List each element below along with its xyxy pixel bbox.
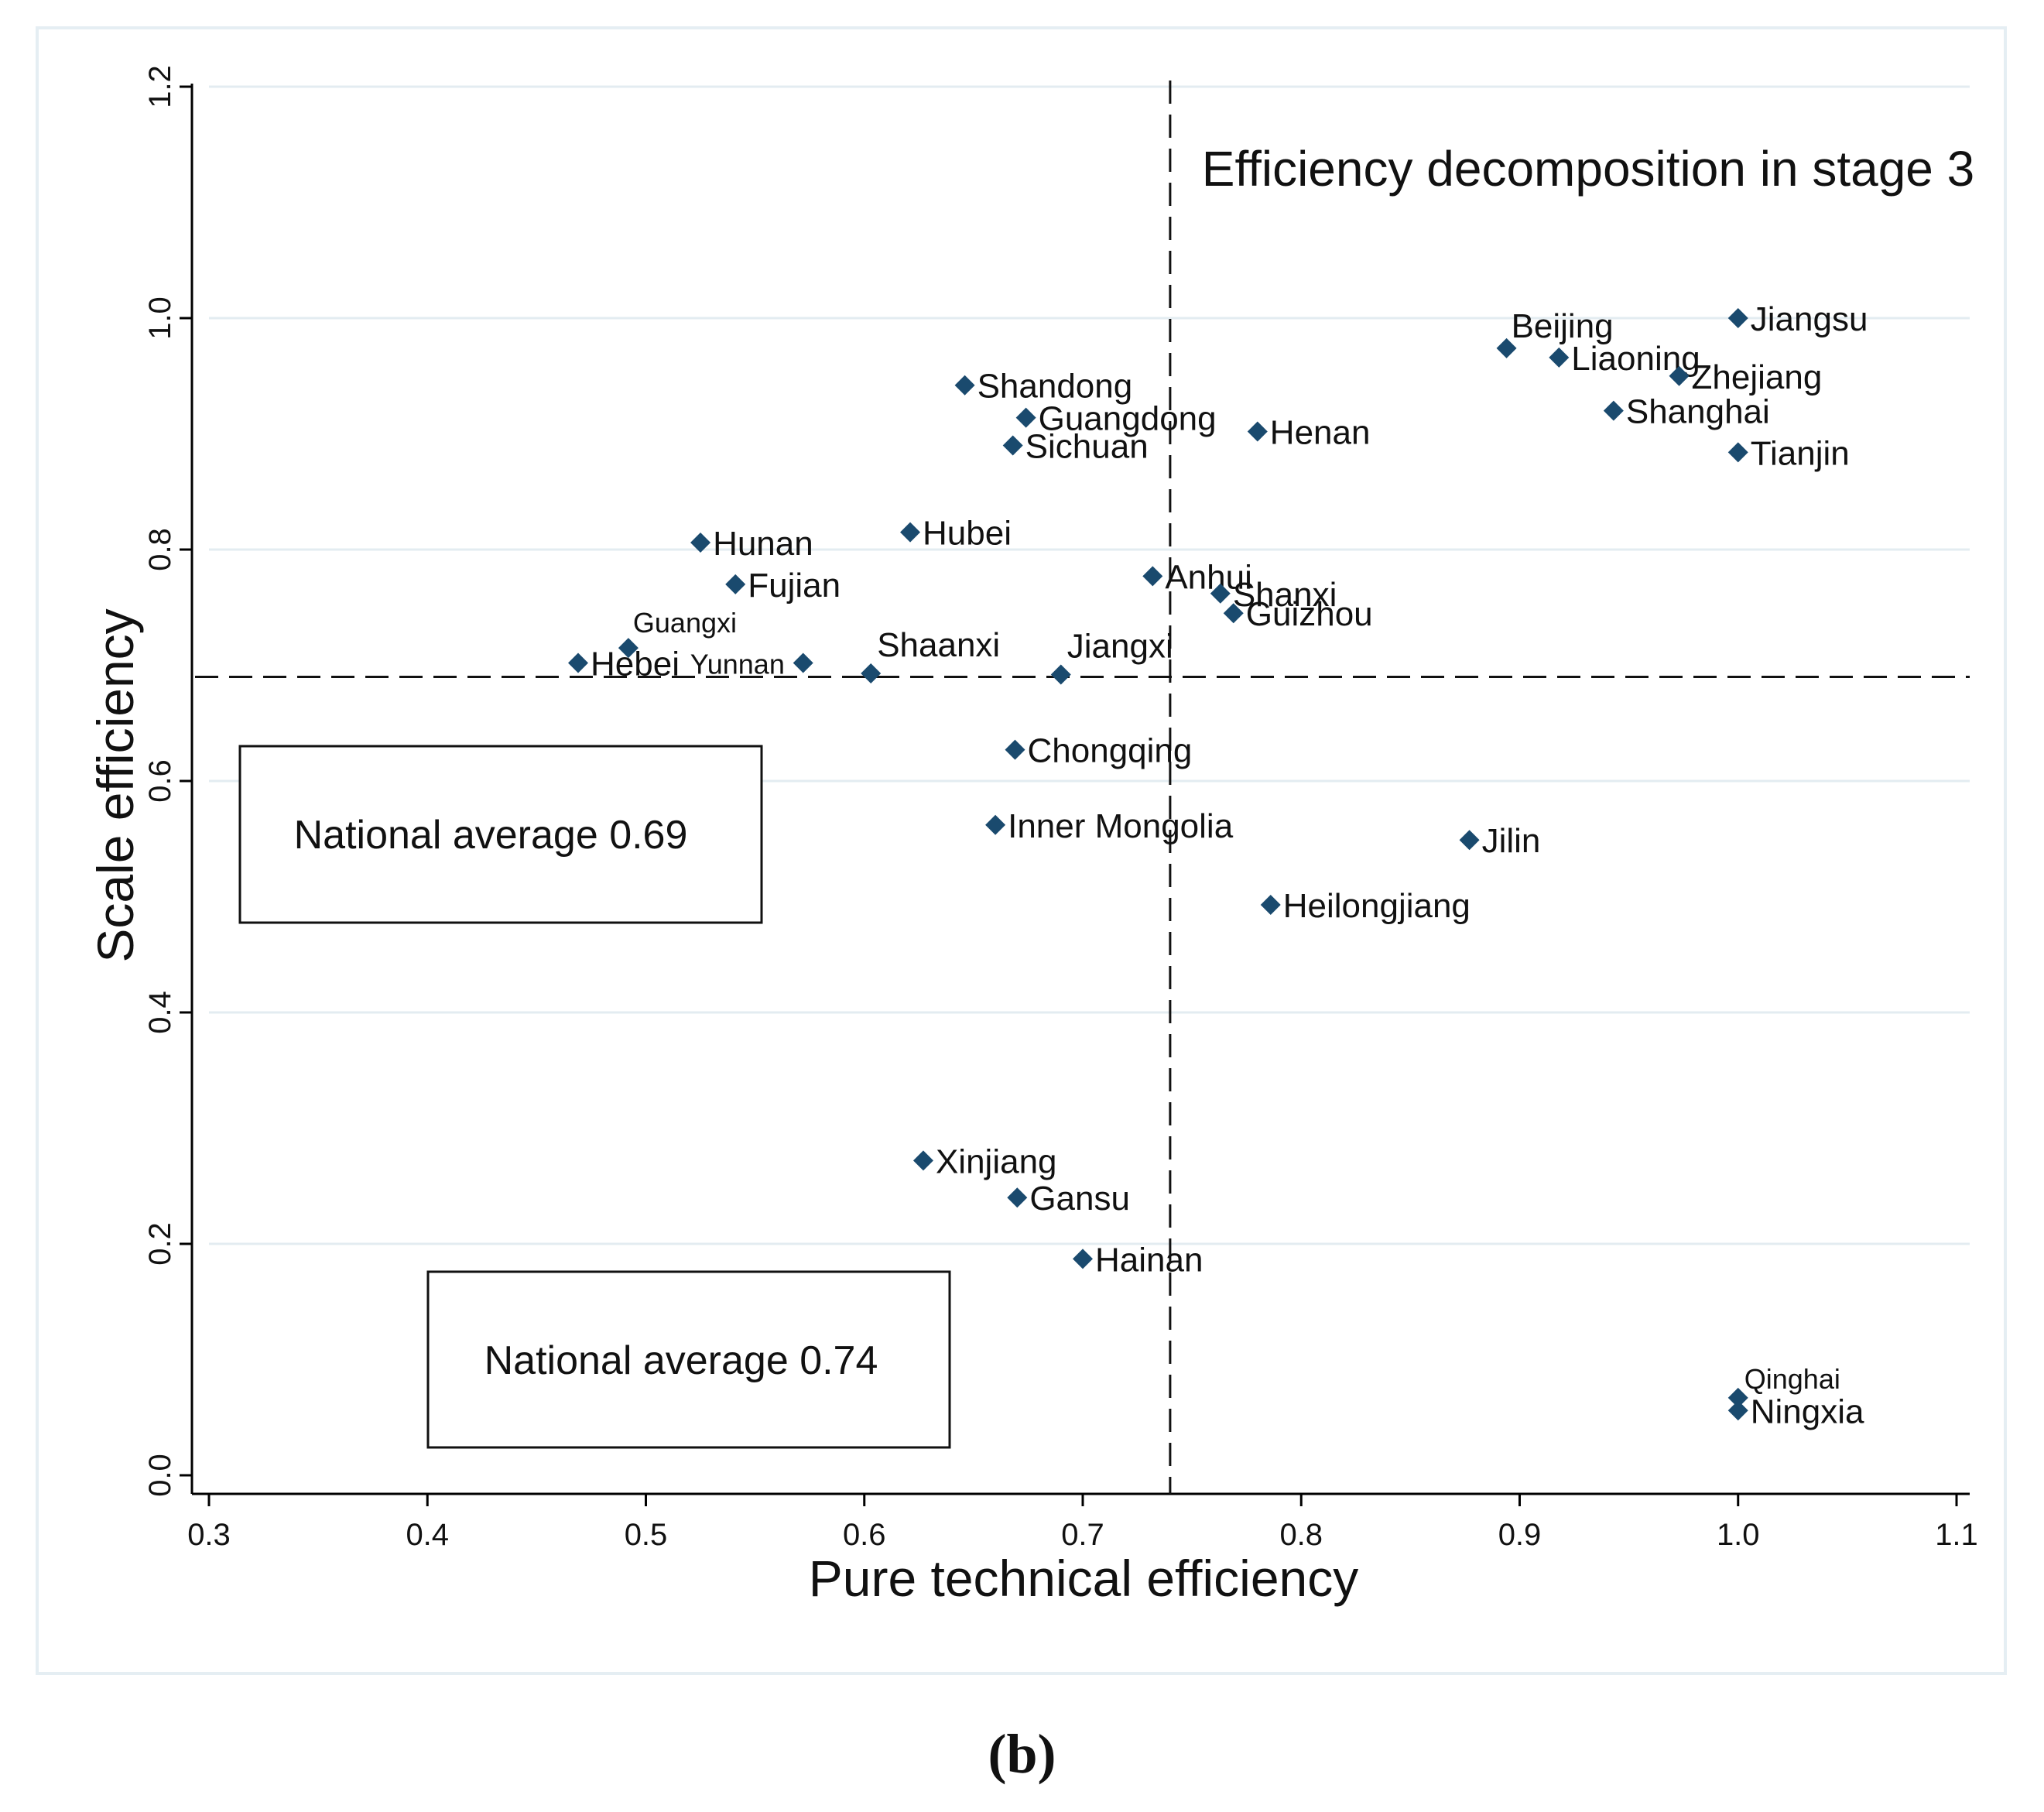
data-point-label: Heilongjiang <box>1283 887 1471 925</box>
x-tick-label: 0.7 <box>1061 1518 1104 1552</box>
data-point-label: Gansu <box>1029 1180 1130 1218</box>
data-point <box>1002 435 1023 456</box>
x-axis-title: Pure technical efficiency <box>809 1550 1359 1607</box>
y-tick-label: 1.0 <box>143 296 177 340</box>
data-point-label: Ningxia <box>1751 1392 1864 1430</box>
data-point-label: Chongqing <box>1028 732 1193 770</box>
data-point-label: Beijing <box>1512 307 1614 345</box>
data-point <box>1005 739 1025 760</box>
data-point <box>725 574 746 594</box>
data-point <box>618 638 639 659</box>
data-point <box>912 1150 933 1171</box>
data-point <box>985 814 1006 835</box>
data-point-label: Fujian <box>748 567 841 605</box>
x-tick-label: 0.3 <box>187 1518 231 1552</box>
data-point <box>1727 308 1748 328</box>
data-point <box>1459 830 1480 851</box>
data-point-label: Hebei <box>591 646 680 683</box>
data-point <box>1073 1249 1093 1269</box>
data-point <box>690 533 711 553</box>
data-point-label: Jiangxi <box>1067 627 1173 665</box>
data-point-label: Shaanxi <box>877 626 1000 664</box>
data-point-label: Qinghai <box>1744 1363 1840 1395</box>
data-point-label: Jiangsu <box>1751 300 1868 338</box>
data-point <box>1549 347 1570 368</box>
data-point-label: Guangxi <box>633 607 737 639</box>
data-point <box>1727 1387 1748 1408</box>
data-point <box>1142 566 1163 587</box>
y-tick-label: 0.2 <box>143 1222 177 1266</box>
data-point-label: Inner Mongolia <box>1008 807 1234 845</box>
x-tick-label: 0.8 <box>1279 1518 1323 1552</box>
x-tick-label: 1.0 <box>1717 1518 1760 1552</box>
y-axis-title: Scale efficiency <box>87 608 144 962</box>
data-point <box>1669 365 1690 386</box>
data-point-label: Zhejiang <box>1692 358 1823 396</box>
y-tick-label: 0.4 <box>143 991 177 1034</box>
x-tick-label: 1.1 <box>1935 1518 1978 1552</box>
data-point-label: Shanghai <box>1626 393 1770 431</box>
data-point-label: Hubei <box>923 515 1012 553</box>
y-tick-label: 1.2 <box>143 65 177 108</box>
data-point <box>1210 583 1231 604</box>
data-point-label: Hainan <box>1095 1241 1203 1279</box>
data-point <box>1007 1187 1028 1208</box>
data-point <box>900 522 921 543</box>
x-tick-label: 0.6 <box>843 1518 886 1552</box>
data-point-label: Shandong <box>977 368 1133 406</box>
x-tick-label: 0.4 <box>406 1518 449 1552</box>
x-tick-label: 0.5 <box>625 1518 668 1552</box>
data-point <box>1727 1400 1748 1421</box>
y-tick-label: 0.6 <box>143 759 177 803</box>
data-point <box>568 653 589 673</box>
data-point <box>1247 421 1268 442</box>
data-point <box>1260 894 1281 915</box>
data-point-label: Guizhou <box>1246 595 1373 633</box>
data-point-label: Xinjiang <box>936 1142 1057 1180</box>
data-point-label: Shanxi <box>1233 576 1337 614</box>
data-point <box>1223 603 1244 624</box>
figure-caption: (b) <box>988 1723 1056 1785</box>
x-tick-label: 0.9 <box>1498 1518 1542 1552</box>
data-point <box>1603 400 1624 421</box>
data-point-label: Sichuan <box>1025 427 1149 465</box>
data-point-label: Jilin <box>1482 822 1541 860</box>
annotation-label-069: National average 0.69 <box>294 813 688 858</box>
data-point <box>954 375 975 396</box>
annotation-label-074: National average 0.74 <box>484 1338 878 1383</box>
scatter-chart: 0.0 0.2 0.4 0.6 0.8 1.0 1.2 0.3 0.4 0.5 0.6 0.7 0.8 0… <box>87 65 1978 1607</box>
data-point <box>861 663 882 683</box>
annotation-box-074 <box>426 1270 951 1449</box>
y-tick-label: 0.0 <box>143 1454 177 1497</box>
data-point-label: Yunnan <box>690 649 785 680</box>
data-point-label: Hunan <box>713 525 813 563</box>
data-point-label: Tianjin <box>1751 434 1850 472</box>
data-point-label: Anhui <box>1165 558 1252 596</box>
data-point <box>1015 407 1036 428</box>
y-tick-label: 0.8 <box>143 528 177 571</box>
annotation-box-069 <box>238 745 763 924</box>
chart-title: Efficiency decomposition in stage 3 <box>1202 141 1975 197</box>
data-point <box>793 653 813 673</box>
data-point-label: Henan <box>1270 414 1371 452</box>
data-point-label: Guangdong <box>1039 400 1217 438</box>
data-point <box>1496 337 1517 358</box>
data-point <box>1050 664 1071 685</box>
data-point <box>1727 442 1748 463</box>
